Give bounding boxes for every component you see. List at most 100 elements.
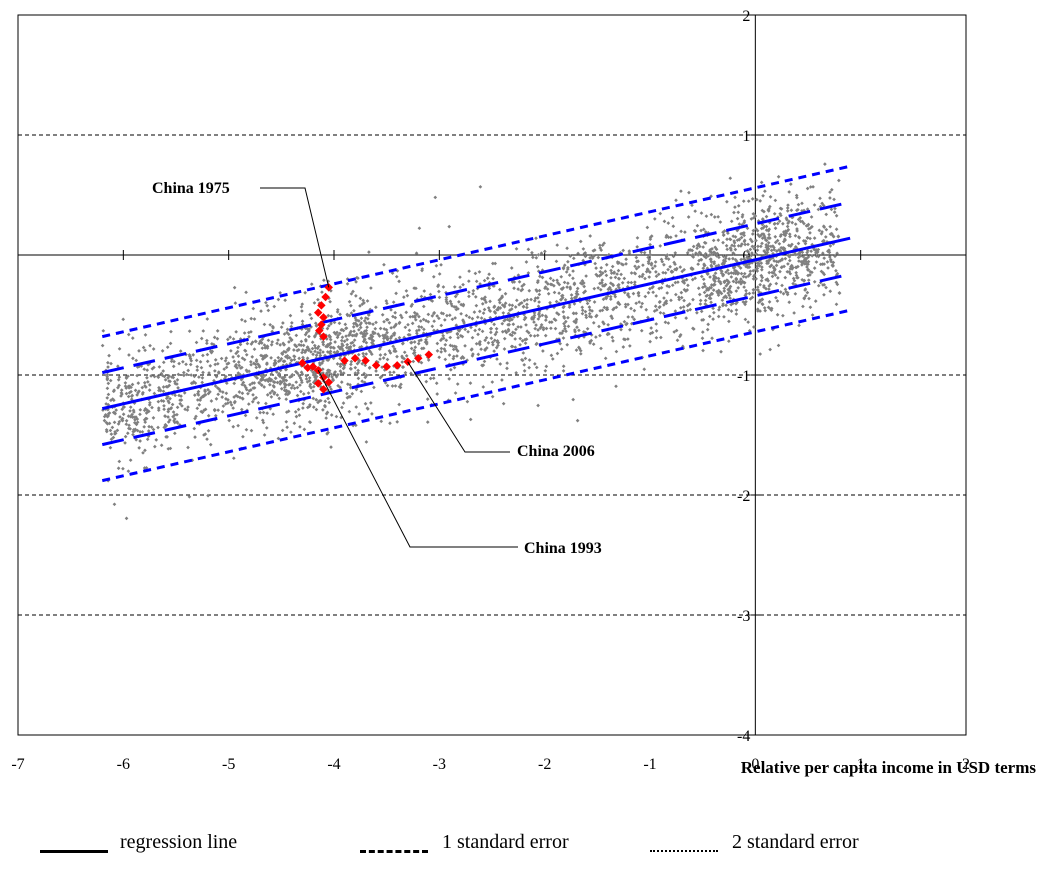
scatter-point [480,329,485,334]
scatter-point [746,320,751,324]
scatter-point [269,342,274,347]
scatter-point [259,353,263,358]
scatter-point [495,307,499,312]
scatter-point [575,418,580,423]
scatter-point [152,374,157,379]
scatter-point [741,274,746,279]
scatter-point [748,269,753,274]
scatter-point [721,258,726,263]
scatter-point [455,354,459,358]
scatter-point [219,356,224,361]
scatter-point [336,344,341,349]
scatter-point [295,385,300,390]
scatter-point [805,207,810,211]
scatter-point [665,291,670,295]
scatter-point [417,226,422,231]
scatter-point [411,351,416,356]
scatter-point [522,298,527,303]
scatter-point [176,372,181,377]
scatter-point [486,341,491,345]
scatter-point [490,380,495,384]
scatter-point [643,294,648,299]
scatter-point [661,311,666,316]
scatter-point [181,359,185,364]
scatter-point [155,374,160,379]
scatter-point [108,428,113,433]
scatter-point [666,257,671,261]
scatter-point [774,281,779,286]
scatter-point [176,386,180,390]
scatter-point [151,347,156,351]
scatter-point [543,314,548,318]
scatter-point [787,190,791,194]
scatter-point [284,378,289,383]
scatter-point [287,355,292,360]
scatter-point [358,296,363,301]
scatter-point [554,259,559,264]
scatter-point [301,406,305,410]
scatter-point [150,366,155,371]
scatter-point [175,405,180,410]
scatter-point [355,323,360,328]
scatter-point [654,270,658,274]
scatter-point [385,357,390,362]
scatter-point [124,418,129,423]
scatter-point [441,333,446,338]
scatter-point [571,256,576,261]
scatter-point [421,304,426,309]
scatter-point [791,276,796,281]
scatter-point [561,310,566,314]
scatter-point [130,412,134,417]
scatter-point [756,300,761,305]
scatter-point [137,446,141,450]
scatter-point [296,347,301,352]
scatter-point [311,370,315,375]
scatter-point [489,326,494,331]
scatter-point [147,388,152,392]
scatter-point [540,275,545,280]
scatter-point [208,389,212,394]
scatter-point [834,227,839,232]
scatter-point [403,370,408,375]
scatter-point [561,336,566,340]
scatter-point [151,416,156,420]
scatter-point [630,315,635,319]
scatter-point [547,320,552,324]
scatter-point [609,268,613,273]
scatter-point [431,274,436,279]
scatter-point [595,274,600,278]
scatter-point [471,292,475,296]
scatter-point [824,212,829,217]
scatter-point [627,295,631,299]
scatter-point [755,248,760,252]
scatter-point [775,312,780,317]
scatter-point [528,333,533,338]
scatter-point [309,349,313,354]
scatter-point [138,430,142,434]
scatter-point [259,383,264,387]
scatter-point [755,264,759,269]
scatter-point [566,281,570,286]
scatter-point [574,294,579,299]
scatter-point [490,394,495,399]
scatter-point [588,308,592,312]
scatter-point [575,286,580,291]
scatter-point [794,270,799,275]
scatter-point [275,393,280,397]
scatter-point [694,251,698,256]
scatter-point [105,396,110,400]
scatter-point [154,438,159,442]
scatter-point [809,215,814,219]
scatter-point [365,325,369,330]
scatter-point [759,278,764,283]
scatter-point [310,340,315,345]
scatter-point [778,269,782,274]
scatter-point [533,326,537,331]
scatter-point [533,296,538,301]
scatter-point [832,210,837,214]
scatter-point [447,224,452,229]
scatter-point [359,316,364,321]
scatter-cloud [100,162,842,521]
scatter-point [430,314,435,318]
scatter-point [721,240,725,245]
